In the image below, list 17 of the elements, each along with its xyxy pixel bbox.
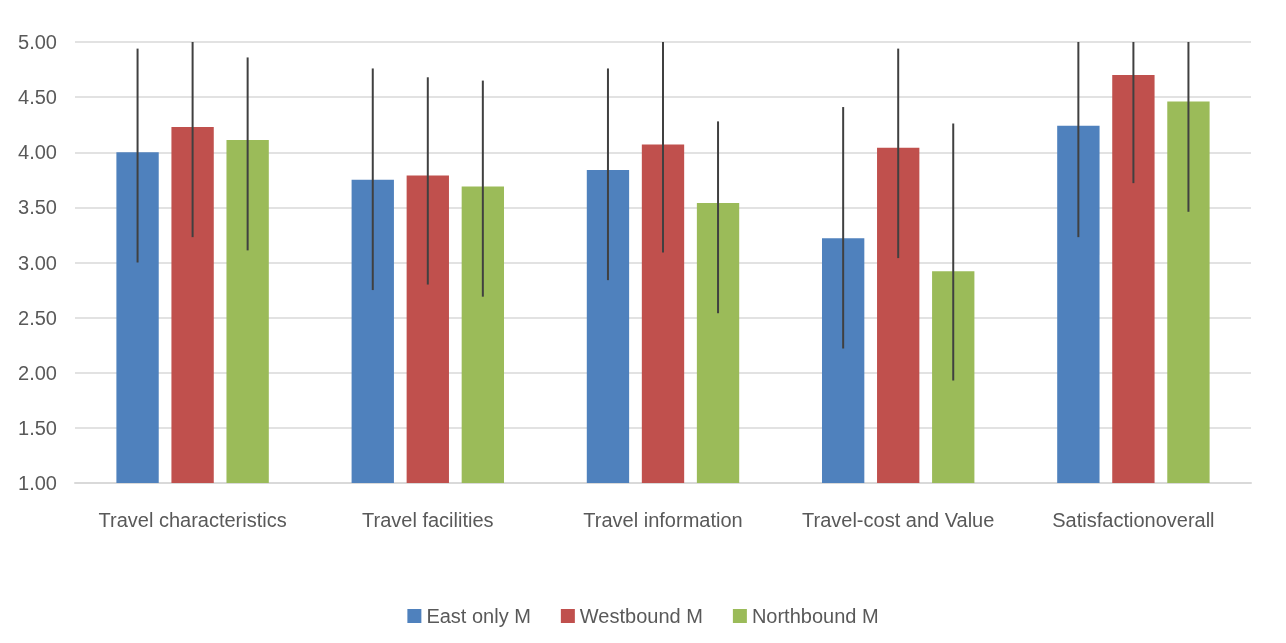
legend-label: Northbound M bbox=[751, 605, 879, 627]
y-tick-label: 5.00 bbox=[18, 31, 57, 53]
x-tick-label: Travel characteristics bbox=[98, 509, 287, 531]
legend-label: Westbound M bbox=[579, 605, 703, 627]
x-tick-label: Travel facilities bbox=[362, 509, 494, 531]
y-tick-label: 2.50 bbox=[18, 306, 57, 329]
legend-label: East only M bbox=[426, 605, 531, 627]
x-tick-label: Travel information bbox=[583, 509, 743, 531]
y-tick-label: 3.00 bbox=[18, 251, 57, 274]
y-tick-label: 4.00 bbox=[18, 141, 57, 164]
y-tick-label: 3.50 bbox=[18, 196, 57, 219]
x-tick-label: Satisfactionoverall bbox=[1052, 509, 1215, 531]
y-tick-label: 1.00 bbox=[18, 472, 57, 494]
y-tick-label: 1.50 bbox=[18, 416, 57, 439]
y-tick-label: 2.00 bbox=[18, 361, 57, 384]
y-tick-label: 4.50 bbox=[18, 86, 57, 109]
x-tick-label: Travel-cost and Value bbox=[802, 509, 995, 531]
